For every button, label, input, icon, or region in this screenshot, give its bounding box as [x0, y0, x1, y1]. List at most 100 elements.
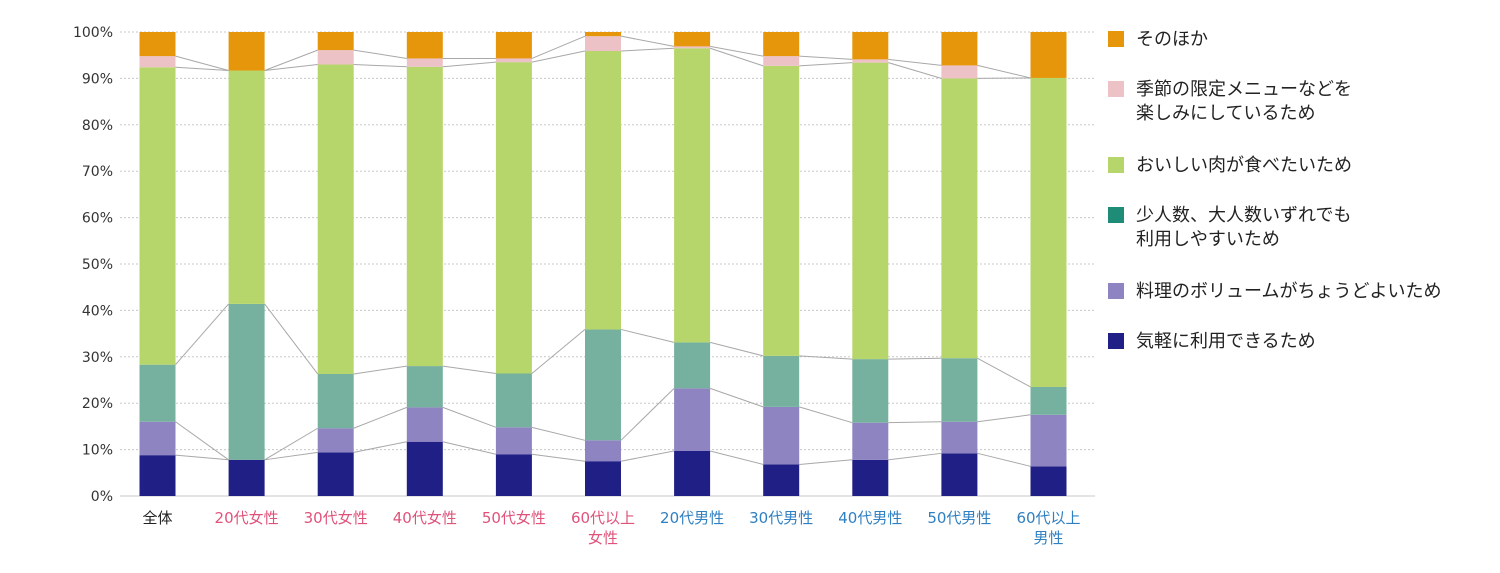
bar-segment — [317, 64, 354, 374]
bar-segment — [674, 450, 711, 496]
connector-line — [353, 441, 407, 453]
connector-line — [977, 64, 1031, 79]
connector-line — [799, 355, 853, 360]
legend-item-tasty-meat: おいしい肉が食べたいため — [1108, 154, 1352, 178]
bar-segment — [674, 32, 711, 47]
y-tick-label: 70% — [82, 164, 113, 180]
y-tick-label: 40% — [82, 303, 113, 319]
connector-line — [977, 452, 1031, 467]
bar-segment — [1030, 386, 1067, 415]
connector-line — [620, 387, 675, 441]
x-category-label: 30代男性 — [749, 509, 813, 527]
bar-segment — [139, 32, 176, 57]
x-category-label: 30代女性 — [304, 509, 368, 527]
y-tick-label: 20% — [82, 396, 113, 412]
connector-line — [175, 421, 229, 461]
connector-line — [888, 357, 942, 360]
x-category-label: 60代以上女性 — [571, 509, 635, 547]
bar-segment — [495, 62, 532, 374]
connector-line — [620, 328, 675, 343]
y-tick-label: 50% — [82, 257, 113, 273]
legend-swatch — [1108, 31, 1124, 47]
bar-segment — [585, 32, 621, 37]
connector-line — [353, 406, 407, 429]
bar-segment — [852, 459, 889, 496]
connector-line — [620, 47, 675, 52]
connector-line — [888, 452, 942, 461]
connector-line — [442, 61, 496, 68]
bar-segment — [763, 32, 800, 57]
y-tick-label: 10% — [82, 443, 113, 459]
connector-line — [799, 55, 853, 60]
legend-swatch — [1108, 81, 1124, 97]
legend-swatch — [1108, 333, 1124, 349]
y-tick-label: 90% — [82, 71, 113, 87]
bar-segment — [852, 422, 889, 460]
legend-swatch — [1108, 283, 1124, 299]
legend-swatch — [1108, 157, 1124, 173]
connector-line — [531, 453, 586, 462]
connector-line — [442, 441, 497, 455]
connector-line — [799, 459, 853, 465]
bar-segment — [317, 32, 354, 51]
bar-segment — [406, 441, 443, 496]
connector-line — [264, 427, 318, 461]
connector-line — [264, 63, 318, 72]
bar-segment — [585, 36, 621, 52]
connector-line — [531, 50, 586, 63]
x-category-label: 全体 — [142, 509, 172, 527]
y-tick-label: 30% — [82, 350, 113, 366]
bar-segment — [585, 329, 621, 441]
bar-segment — [406, 66, 443, 367]
bar-segment — [852, 62, 889, 360]
connector-line — [353, 49, 407, 59]
bar-segment — [585, 461, 621, 496]
connector-line — [175, 303, 229, 366]
bar-segment — [317, 428, 354, 453]
bar-segment — [139, 421, 176, 456]
connector-line — [442, 365, 496, 374]
connector-line — [888, 421, 942, 424]
bar-segment — [674, 46, 711, 49]
connector-line — [264, 303, 319, 375]
bar-segment — [941, 78, 978, 359]
x-category-label: 50代男性 — [927, 509, 991, 527]
bar-segment — [763, 464, 800, 496]
legend-item-seasonal-menu: 季節の限定メニューなどを 楽しみにしているため — [1108, 78, 1352, 126]
connector-line — [175, 454, 229, 461]
bar-segment — [852, 32, 889, 60]
bar-segment — [228, 459, 265, 496]
connector-line — [442, 406, 497, 428]
legend-item-casual: 気軽に利用できるため — [1108, 330, 1316, 354]
legend-label: 料理のボリュームがちょうどよいため — [1136, 281, 1442, 302]
connector-line — [531, 426, 586, 441]
legend-item-portion: 料理のボリュームがちょうどよいため — [1108, 280, 1441, 304]
connector-line — [888, 62, 942, 79]
bar-segment — [139, 364, 176, 422]
connector-line — [353, 365, 407, 375]
connector-line — [620, 450, 675, 462]
bar-segment — [139, 455, 176, 496]
bar-segment — [317, 50, 354, 65]
connector-line — [620, 35, 675, 47]
x-category-label: 40代女性 — [393, 509, 457, 527]
bar-segment — [228, 70, 265, 304]
legend-label: おいしい肉が食べたいため — [1136, 155, 1352, 176]
bar-segment — [852, 59, 889, 63]
connector-line — [709, 47, 764, 67]
x-axis-labels: 全体 20代女性 30代女性 40代女性 50代女性 60代以上女性 20代男性 30代男性 4… — [142, 509, 1080, 547]
bar-segment — [317, 452, 354, 496]
connector-line — [977, 357, 1031, 388]
x-category-label: 20代女性 — [215, 509, 279, 527]
y-tick-label: 0% — [91, 489, 113, 505]
bar-stacks — [139, 32, 1067, 496]
bar-segment — [674, 342, 711, 389]
bar-segment — [585, 51, 621, 330]
bar-segment — [495, 373, 532, 428]
connector-line — [264, 49, 318, 71]
bar-segment — [228, 32, 265, 71]
bar-segment — [941, 358, 978, 422]
connector-line — [710, 45, 764, 57]
bar-segment — [1030, 466, 1067, 496]
bar-segment — [495, 32, 532, 59]
